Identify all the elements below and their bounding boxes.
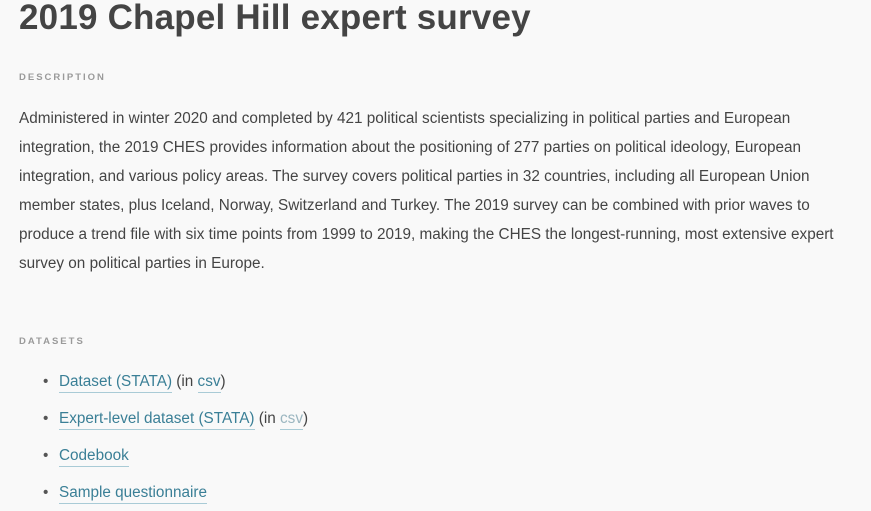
text: ) — [220, 373, 226, 390]
description-text: Administered in winter 2020 and complete… — [19, 110, 834, 272]
datasets-label: DATASETS — [19, 336, 85, 347]
bullet-icon: • — [43, 410, 49, 427]
sample-questionnaire-link[interactable]: Sample questionnaire — [59, 484, 207, 504]
dataset-stata-link[interactable]: Dataset (STATA) — [59, 373, 173, 393]
codebook-link[interactable]: Codebook — [59, 447, 129, 467]
bullet-icon: • — [43, 373, 49, 390]
list-item: • Dataset (STATA) (in csv) — [19, 368, 308, 405]
datasets-list: • Dataset (STATA) (in csv) • Expert-leve… — [19, 368, 308, 511]
text: (in — [254, 410, 281, 427]
text: (in — [172, 373, 198, 390]
page-title: 2019 Chapel Hill expert survey — [19, 0, 531, 37]
description-label: DESCRIPTION — [19, 72, 106, 83]
bullet-icon: • — [43, 447, 49, 464]
expert-dataset-csv-link[interactable]: csv — [280, 410, 303, 430]
list-item: • Sample questionnaire — [19, 479, 308, 511]
text: ) — [302, 410, 309, 427]
expert-dataset-stata-link[interactable]: Expert-level dataset (STATA) — [59, 410, 255, 430]
dataset-csv-link[interactable]: csv — [197, 373, 221, 393]
list-item: • Expert-level dataset (STATA) (in csv) — [19, 405, 308, 442]
list-item: • Codebook — [19, 442, 308, 479]
bullet-icon: • — [43, 484, 49, 501]
